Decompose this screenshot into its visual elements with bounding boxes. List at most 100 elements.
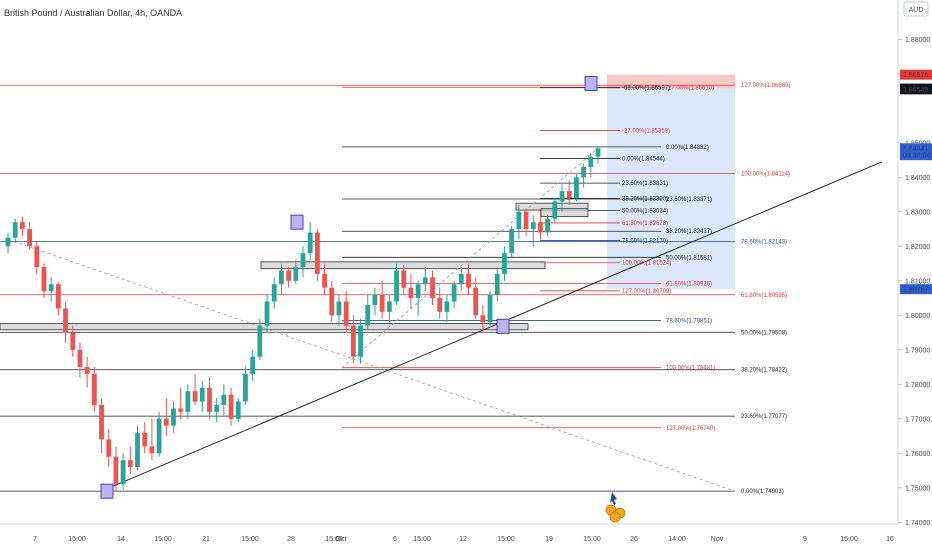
- candle-body[interactable]: [343, 301, 349, 326]
- candle-body[interactable]: [437, 298, 443, 312]
- candle-body[interactable]: [379, 294, 385, 312]
- candle-body[interactable]: [386, 301, 392, 312]
- candle-body[interactable]: [271, 284, 277, 302]
- pivot-marker[interactable]: [100, 483, 114, 499]
- candle-body[interactable]: [286, 270, 292, 281]
- candle-body[interactable]: [314, 232, 320, 274]
- candle-body[interactable]: [401, 270, 407, 288]
- candle-body[interactable]: [163, 418, 169, 426]
- candle-body[interactable]: [494, 273, 500, 295]
- candle-body[interactable]: [473, 287, 479, 316]
- candle-body[interactable]: [135, 432, 140, 468]
- candle-body[interactable]: [322, 273, 327, 288]
- candle-body[interactable]: [55, 284, 61, 309]
- currency-badge[interactable]: [903, 1, 929, 17]
- candle-body[interactable]: [350, 325, 356, 357]
- candle-body[interactable]: [300, 253, 306, 267]
- candle-body[interactable]: [566, 191, 572, 199]
- candle-body[interactable]: [113, 456, 119, 485]
- candle-body[interactable]: [480, 315, 486, 323]
- candle-body[interactable]: [99, 404, 104, 440]
- candle-body[interactable]: [329, 287, 335, 316]
- candle-body[interactable]: [372, 294, 378, 305]
- candle-body[interactable]: [408, 287, 414, 299]
- candle-body[interactable]: [552, 201, 558, 219]
- economic-events-icon[interactable]: [605, 504, 626, 523]
- candle-body[interactable]: [595, 148, 601, 157]
- candle-body[interactable]: [581, 166, 587, 178]
- candle-body[interactable]: [19, 222, 25, 230]
- candle-body[interactable]: [91, 373, 97, 405]
- candle-body[interactable]: [422, 277, 428, 285]
- candle-body[interactable]: [538, 222, 543, 233]
- candle-body[interactable]: [545, 218, 551, 233]
- time-tick-label: 9: [803, 536, 807, 543]
- candle-body[interactable]: [149, 446, 155, 454]
- candle-body[interactable]: [199, 387, 205, 402]
- candle-body[interactable]: [77, 349, 83, 368]
- support-resistance-box[interactable]: [260, 261, 546, 270]
- candle-body[interactable]: [365, 304, 371, 326]
- candle-body[interactable]: [358, 325, 363, 357]
- candle-body[interactable]: [70, 332, 76, 350]
- candle-body[interactable]: [574, 177, 579, 199]
- candle-body[interactable]: [559, 191, 565, 202]
- candle-body[interactable]: [415, 284, 421, 299]
- candle-body[interactable]: [185, 391, 191, 412]
- candle-body[interactable]: [530, 222, 536, 230]
- candle-body[interactable]: [243, 373, 248, 402]
- long-position-target-zone[interactable]: [607, 74, 735, 290]
- candle-body[interactable]: [5, 237, 11, 247]
- candle-body[interactable]: [336, 301, 342, 316]
- candle-body[interactable]: [221, 394, 227, 405]
- candle-body[interactable]: [192, 391, 198, 402]
- candle-body[interactable]: [178, 408, 184, 412]
- candle-body[interactable]: [430, 277, 435, 299]
- candle-body[interactable]: [48, 284, 54, 292]
- candle-body[interactable]: [307, 232, 313, 254]
- candle-body[interactable]: [257, 325, 263, 357]
- candle-body[interactable]: [516, 211, 522, 230]
- pivot-marker[interactable]: [290, 214, 304, 230]
- candles-layer[interactable]: [5, 146, 601, 492]
- candle-body[interactable]: [207, 387, 212, 412]
- candle-body[interactable]: [502, 253, 507, 274]
- candle-body[interactable]: [444, 301, 450, 312]
- candle-body[interactable]: [279, 270, 284, 285]
- candle-body[interactable]: [523, 211, 529, 230]
- candle-body[interactable]: [588, 156, 594, 167]
- rising-trend-line[interactable]: [100, 161, 883, 492]
- candle-body[interactable]: [41, 267, 47, 292]
- candle-body[interactable]: [458, 273, 464, 285]
- candle-body[interactable]: [235, 401, 241, 419]
- candle-body[interactable]: [34, 246, 40, 267]
- candle-body[interactable]: [27, 229, 32, 247]
- candle-body[interactable]: [509, 229, 515, 254]
- candle-body[interactable]: [264, 301, 270, 326]
- support-resistance-box[interactable]: [0, 323, 529, 331]
- candle-body[interactable]: [156, 418, 162, 454]
- pivot-marker[interactable]: [496, 318, 510, 334]
- candle-body[interactable]: [293, 267, 299, 281]
- candle-body[interactable]: [394, 270, 399, 302]
- candle-body[interactable]: [228, 394, 234, 419]
- candle-body[interactable]: [451, 284, 457, 302]
- support-resistance-box[interactable]: [540, 208, 589, 218]
- candle-body[interactable]: [12, 222, 18, 238]
- candle-body[interactable]: [106, 439, 112, 457]
- candle-body[interactable]: [487, 294, 493, 323]
- candle-body[interactable]: [214, 404, 220, 412]
- candle-body[interactable]: [63, 308, 68, 333]
- candle-body[interactable]: [127, 460, 133, 468]
- candle-body[interactable]: [171, 408, 176, 426]
- candle-body[interactable]: [84, 367, 90, 374]
- price-axis[interactable]: 1.880001.870001.850001.840001.830001.820…: [898, 37, 930, 527]
- candle-body[interactable]: [120, 460, 126, 485]
- candle-body[interactable]: [142, 432, 148, 447]
- candle-body[interactable]: [250, 356, 256, 374]
- candle-body[interactable]: [466, 273, 471, 288]
- falling-dashed-trend-line[interactable]: [7, 239, 736, 492]
- pivot-marker[interactable]: [584, 75, 598, 91]
